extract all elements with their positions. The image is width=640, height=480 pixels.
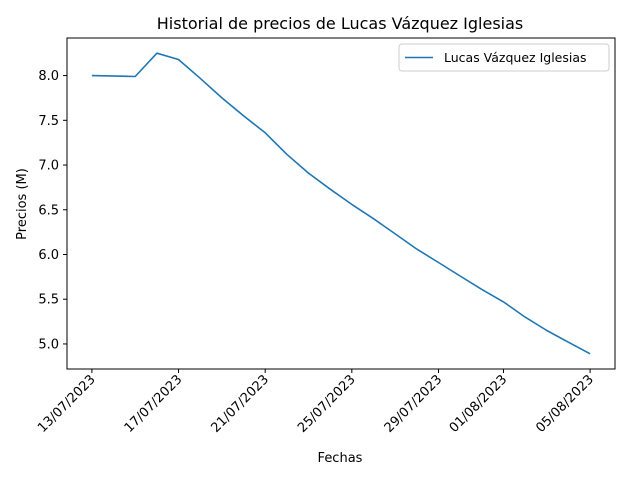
chart-title: Historial de precios de Lucas Vázquez Ig… (157, 14, 524, 33)
y-tick-label: 8.0 (38, 69, 59, 84)
y-tick-label: 7.0 (38, 159, 59, 174)
legend-label: Lucas Vázquez Iglesias (444, 50, 587, 65)
plot-frame (66, 37, 616, 370)
legend-box (398, 43, 610, 72)
y-tick-label: 6.5 (38, 203, 59, 218)
y-tick-label: 5.5 (38, 293, 59, 308)
series-line-lucas-vazquez-iglesias (91, 52, 591, 355)
x-axis-label: Fechas (318, 451, 363, 466)
y-tick-label: 6.0 (38, 248, 59, 263)
y-tick-label: 5.0 (38, 337, 59, 352)
y-axis-label: Precios (M) (15, 168, 30, 240)
legend: Lucas Vázquez Iglesias (398, 43, 610, 72)
y-tick-label: 7.5 (38, 114, 59, 129)
y-axis-ticks: 5.0 5.5 6.0 6.5 7.0 7.5 8.0 (38, 69, 67, 352)
